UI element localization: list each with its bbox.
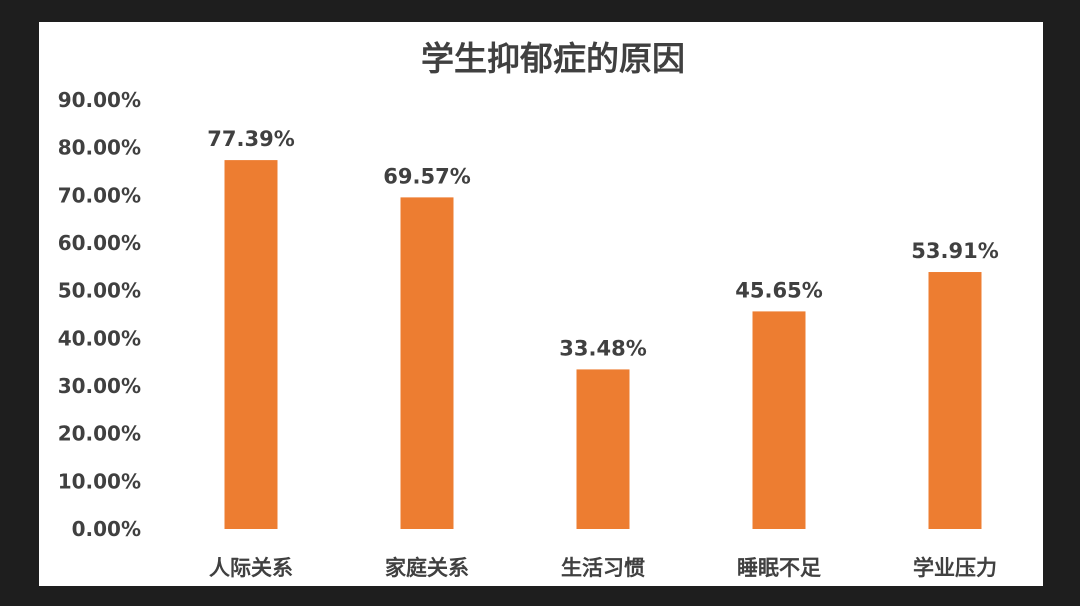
y-tick-label: 80.00% (58, 136, 141, 160)
y-tick-label: 40.00% (58, 326, 141, 350)
x-category-label: 家庭关系 (385, 556, 469, 580)
y-tick-label: 90.00% (58, 88, 141, 112)
x-category-label: 生活习惯 (561, 556, 645, 580)
x-axis: 人际关系 家庭关系 生活习惯 睡眠不足 学业压力 (209, 556, 997, 580)
bar (752, 311, 806, 529)
y-tick-label: 30.00% (58, 374, 141, 398)
bar (928, 272, 982, 529)
y-tick-label: 70.00% (58, 183, 141, 207)
y-axis: 0.00% 10.00% 20.00% 30.00% 40.00% 50.00% 60.00… (58, 88, 141, 541)
y-tick-label: 0.00% (72, 517, 141, 541)
chart-panel: 学生抑郁症的原因 0.00% 10.00% 20.00% 30.00% 40.00% 50… (39, 22, 1043, 586)
y-tick-label: 60.00% (58, 231, 141, 255)
bar (400, 197, 454, 529)
x-category-label: 学业压力 (913, 556, 997, 580)
bar-series (224, 160, 982, 529)
bar-value-label: 53.91% (911, 239, 998, 263)
bar-value-label: 33.48% (559, 336, 646, 360)
bar (224, 160, 278, 529)
x-category-label: 睡眠不足 (737, 556, 821, 580)
bar-chart: 学生抑郁症的原因 0.00% 10.00% 20.00% 30.00% 40.00% 50… (58, 39, 999, 580)
y-tick-label: 50.00% (58, 279, 141, 303)
bar-value-label: 69.57% (383, 164, 470, 188)
bar-value-label: 77.39% (207, 127, 294, 151)
bar (576, 369, 630, 529)
y-tick-label: 10.00% (58, 469, 141, 493)
bar-value-label: 45.65% (735, 278, 822, 302)
x-category-label: 人际关系 (209, 556, 293, 580)
chart-title: 学生抑郁症的原因 (421, 39, 685, 78)
y-tick-label: 20.00% (58, 422, 141, 446)
data-labels: 77.39% 69.57% 33.48% 45.65% 53.91% (207, 127, 998, 360)
